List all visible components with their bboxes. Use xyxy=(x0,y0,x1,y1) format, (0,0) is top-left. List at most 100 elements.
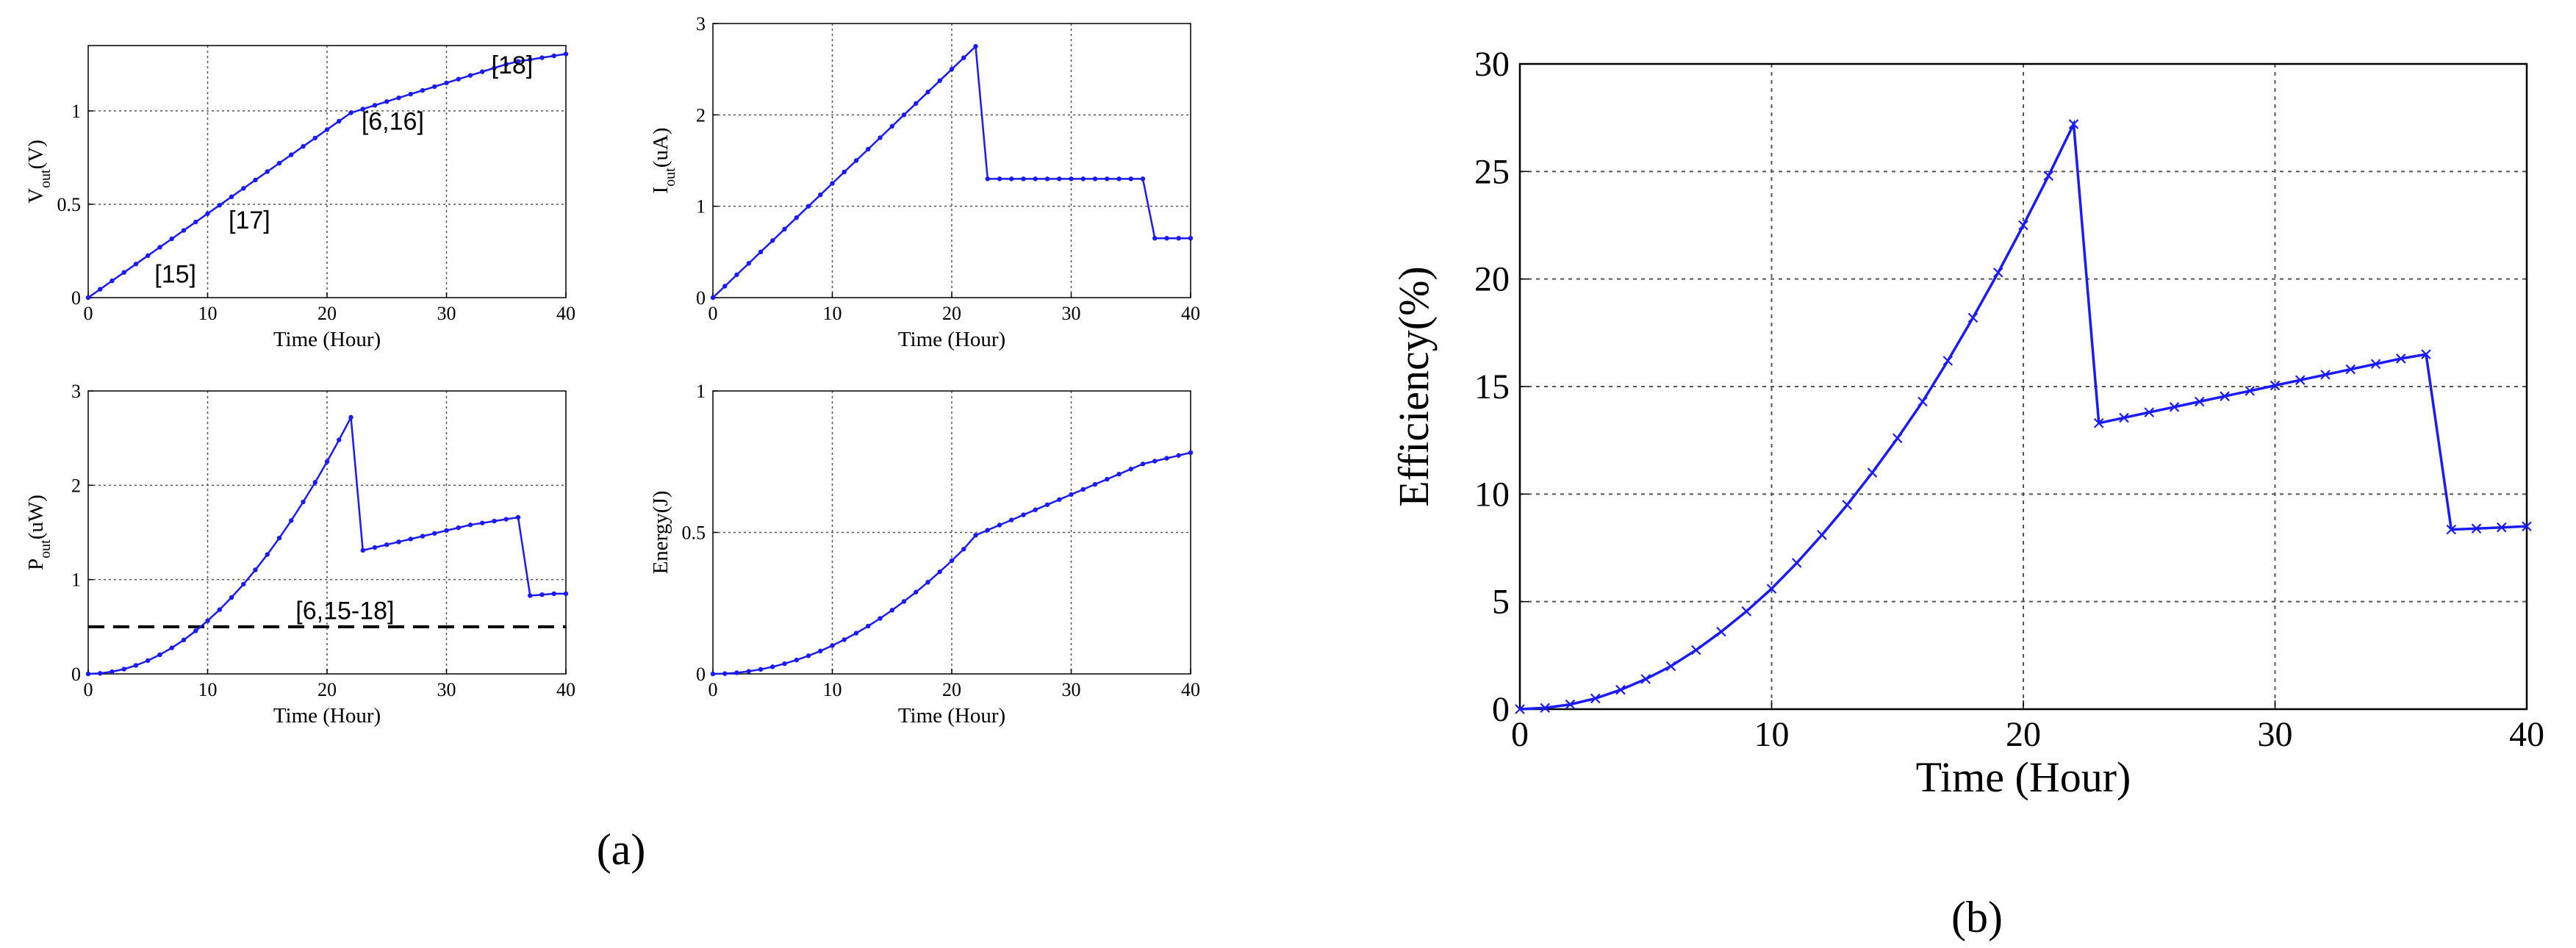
data-point xyxy=(806,204,811,209)
data-point xyxy=(1188,235,1194,241)
data-point xyxy=(1009,517,1014,523)
data-point xyxy=(806,653,811,658)
annotation-label: [15] xyxy=(154,261,196,289)
data-point xyxy=(217,203,222,208)
chart-pout: 0 10 20 30 40 0 1 2 3 Time (Hour) Pout(uW) [6,15-18… xyxy=(24,381,575,728)
annotation-label: [17] xyxy=(229,207,270,234)
data-point xyxy=(492,65,497,71)
data-point xyxy=(432,531,437,536)
x-tick-label: 30 xyxy=(437,679,456,700)
x-axis-label: Time (Hour) xyxy=(273,704,381,728)
data-point xyxy=(914,589,919,595)
data-point xyxy=(181,228,187,233)
data-point xyxy=(432,84,437,90)
data-point xyxy=(973,43,978,49)
data-point xyxy=(1152,459,1158,464)
data-point xyxy=(205,618,210,623)
x-axis-label: Time (Hour) xyxy=(898,328,1005,351)
data-point xyxy=(961,547,966,552)
data-point xyxy=(1615,684,1626,695)
data-point xyxy=(782,226,787,231)
x-tick-label: 20 xyxy=(2006,715,2041,754)
x-tick-label: 10 xyxy=(198,303,218,324)
data-point xyxy=(467,73,473,78)
x-tick-label: 30 xyxy=(2258,715,2293,754)
y-tick-label: 3 xyxy=(71,381,81,402)
x-tick-label: 40 xyxy=(556,303,575,324)
data-point xyxy=(2446,524,2457,535)
data-point xyxy=(794,657,799,663)
data-point xyxy=(758,667,764,672)
data-point xyxy=(289,152,294,157)
data-point xyxy=(372,545,378,550)
data-point xyxy=(2018,220,2028,231)
x-tick-label: 20 xyxy=(317,679,337,700)
y-tick-label: 0 xyxy=(1492,690,1510,729)
data-point xyxy=(1766,583,1777,594)
data-point xyxy=(456,525,461,531)
data-point xyxy=(1057,176,1062,182)
data-point xyxy=(2220,391,2230,401)
x-tick-label: 20 xyxy=(942,679,961,700)
data-point xyxy=(1033,507,1038,512)
data-point xyxy=(2169,402,2180,412)
data-point xyxy=(1092,481,1098,487)
x-tick-label: 10 xyxy=(823,679,842,700)
data-point xyxy=(360,107,365,112)
data-point xyxy=(241,581,246,587)
data-point xyxy=(85,671,91,677)
data-point xyxy=(914,101,919,106)
data-point xyxy=(1140,462,1146,467)
data-point xyxy=(901,112,907,118)
data-point xyxy=(324,127,330,132)
data-point xyxy=(121,667,126,672)
x-tick-label: 0 xyxy=(708,303,718,324)
data-point xyxy=(1069,176,1074,182)
x-tick-label: 40 xyxy=(556,679,575,700)
data-point xyxy=(110,278,115,284)
data-point xyxy=(985,528,990,533)
data-point xyxy=(1044,176,1050,182)
data-point xyxy=(98,287,103,292)
data-point xyxy=(551,53,556,59)
data-point xyxy=(1741,606,1752,617)
data-point xyxy=(384,99,390,104)
data-point xyxy=(480,520,485,525)
y-tick-label: 2 xyxy=(696,104,706,126)
data-point xyxy=(842,637,847,642)
data-point xyxy=(539,55,545,60)
data-point xyxy=(420,534,426,539)
y-axis-label: Energy(J) xyxy=(649,491,672,575)
data-point xyxy=(181,637,187,642)
data-point xyxy=(734,272,739,278)
data-point xyxy=(1033,176,1038,182)
data-point xyxy=(1164,235,1169,241)
data-point xyxy=(1080,176,1086,182)
data-point xyxy=(985,176,990,182)
data-point xyxy=(1590,693,1601,704)
data-point xyxy=(110,669,115,675)
data-point xyxy=(830,643,835,648)
data-point xyxy=(997,176,1002,182)
data-point xyxy=(889,608,894,613)
data-point xyxy=(1690,644,1701,656)
data-point xyxy=(853,158,859,163)
data-point xyxy=(782,661,787,667)
data-point xyxy=(289,518,294,523)
data-point xyxy=(551,591,556,597)
y-tick-label: 3 xyxy=(696,13,706,35)
y-tick-label: 0 xyxy=(71,664,81,685)
data-point xyxy=(2496,522,2507,533)
data-point xyxy=(492,518,497,524)
data-point xyxy=(2245,386,2256,396)
data-point xyxy=(456,76,461,82)
y-axis-label: Vout(V) xyxy=(24,140,54,204)
data-point xyxy=(1565,699,1576,710)
data-point xyxy=(2320,370,2331,380)
data-point xyxy=(467,523,473,528)
chart-vout: 0 10 20 30 40 0 0.5 1 Time (Hour) Vout(V) [15] [17]… xyxy=(24,45,575,351)
y-tick-label: 25 xyxy=(1474,152,1510,191)
y-tick-label: 0 xyxy=(696,664,706,685)
data-point xyxy=(157,652,162,658)
